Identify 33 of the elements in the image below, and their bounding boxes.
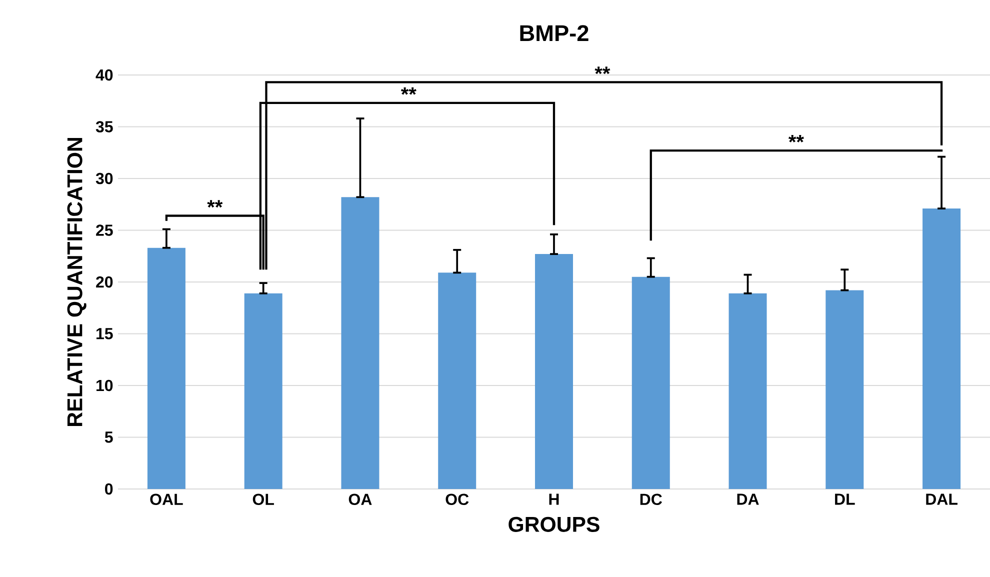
bar bbox=[438, 272, 476, 489]
y-tick-label: 35 bbox=[96, 121, 113, 132]
x-tick-label: DAL bbox=[926, 494, 958, 505]
x-tick-label: DL bbox=[835, 494, 855, 505]
y-tick-label: 30 bbox=[96, 172, 113, 184]
y-tick-label: 25 bbox=[96, 224, 113, 236]
y-tick-label: 15 bbox=[96, 328, 113, 340]
bar bbox=[922, 208, 961, 489]
y-tick-label: 5 bbox=[104, 432, 113, 443]
annotation: ** bbox=[400, 87, 416, 95]
text: ** bbox=[594, 66, 610, 74]
x-tick-label: OL bbox=[252, 494, 274, 506]
chart-title: BMP-2 bbox=[520, 25, 588, 41]
x-axis-title: GROUPS bbox=[508, 516, 600, 532]
bar bbox=[534, 254, 573, 489]
x-tick-label: H bbox=[549, 494, 559, 505]
y-axis-title: RELATIVE QUANTIFICATION bbox=[67, 138, 86, 426]
x-tick-label: OA bbox=[348, 494, 372, 506]
bar bbox=[826, 290, 864, 489]
x-tick-label: OAL bbox=[150, 494, 183, 506]
y-tick-label: 20 bbox=[96, 276, 113, 288]
x-tick-label: DA bbox=[737, 494, 759, 505]
y-tick-label: 40 bbox=[96, 69, 113, 81]
bar bbox=[341, 197, 380, 489]
annotation: ** bbox=[207, 200, 223, 208]
y-tick-label: 0 bbox=[105, 483, 113, 495]
bar bbox=[728, 293, 767, 489]
bar bbox=[632, 276, 670, 489]
y-tick-label: 10 bbox=[96, 380, 113, 392]
bar bbox=[244, 293, 282, 489]
x-tick-label: DC bbox=[640, 494, 662, 506]
annotation: ** bbox=[788, 134, 804, 142]
x-tick-label: OC bbox=[446, 494, 469, 506]
